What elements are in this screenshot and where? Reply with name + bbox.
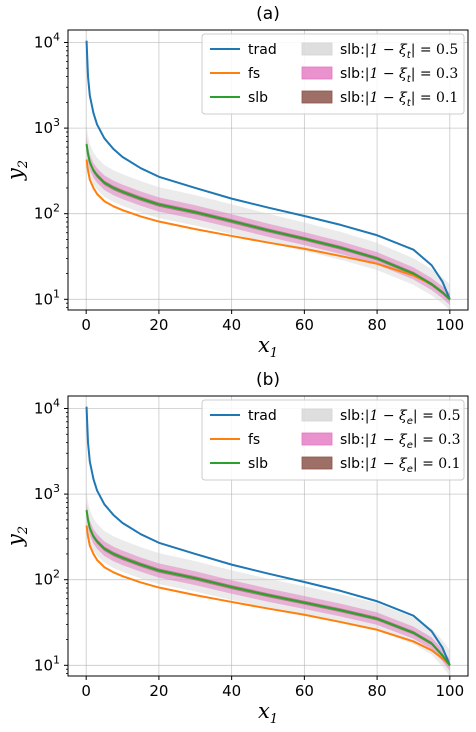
x-tick-label: 100 — [435, 316, 464, 334]
legend-label-slb: slb — [248, 456, 268, 472]
chart-a: (a) 0 20 40 60 80 100 101 102 103 104 x1 y2 trad fs slb… — [3, 4, 469, 361]
y-tick-label: 101 — [34, 653, 60, 674]
band-0 — [86, 126, 450, 311]
x-tick-label: 60 — [295, 316, 314, 334]
x-tick-label: 20 — [149, 682, 168, 700]
y-tick-label: 102 — [34, 568, 60, 589]
legend-band-label-0: slb:|1 − ξt| = 0.5 — [340, 42, 458, 61]
y-tick-label: 103 — [34, 116, 60, 137]
legend-band-swatch-0 — [301, 408, 333, 422]
y-axis-label: y2 — [3, 526, 31, 547]
legend-band-swatch-1 — [301, 66, 333, 80]
legend-band-label-1: slb:|1 − ξe| = 0.3 — [340, 432, 461, 451]
x-tick-label: 60 — [295, 682, 314, 700]
legend-band-swatch-1 — [301, 432, 333, 446]
y-tick-label: 104 — [34, 31, 60, 52]
legend-band-swatch-2 — [301, 456, 333, 470]
legend-box — [201, 33, 465, 115]
y-axis-label: y2 — [3, 160, 31, 181]
x-tick-label: 80 — [368, 682, 387, 700]
series-line-fs — [85, 525, 451, 667]
legend-band-label-2: slb:|1 − ξe| = 0.1 — [340, 456, 461, 475]
legend-band-label-2: slb:|1 − ξt| = 0.1 — [340, 90, 458, 109]
series-line-slb — [85, 143, 451, 301]
x-tick-label: 40 — [222, 682, 241, 700]
legend: trad fs slb slb:|1 − ξe| = 0.5 slb:|1 − ξe| … — [201, 399, 465, 481]
x-axis-label: x1 — [258, 699, 278, 727]
axes-frame — [67, 29, 469, 311]
chart-b: (b) 0 20 40 60 80 100 101 102 103 104 x1 y2 trad fs slb… — [3, 370, 469, 727]
x-tick-label: 0 — [81, 316, 91, 334]
series-line-trad — [85, 40, 451, 300]
y-tick-label: 104 — [34, 397, 60, 418]
band-0 — [86, 492, 450, 677]
series-line-fs — [85, 159, 451, 301]
legend-label-fs: fs — [248, 66, 260, 82]
x-tick-label: 100 — [435, 682, 464, 700]
x-axis-label: x1 — [258, 333, 278, 361]
y-tick-label: 103 — [34, 482, 60, 503]
legend: trad fs slb slb:|1 − ξt| = 0.5 slb:|1 − ξt| … — [201, 33, 465, 115]
chart-title: (b) — [256, 370, 280, 390]
y-tick-label: 102 — [34, 202, 60, 223]
legend-band-swatch-0 — [301, 42, 333, 56]
x-tick-label: 40 — [222, 316, 241, 334]
x-tick-label: 0 — [81, 682, 91, 700]
axes-frame — [67, 395, 469, 677]
series-line-slb — [85, 509, 451, 666]
chart-title: (a) — [256, 4, 280, 24]
legend-label-trad: trad — [248, 42, 277, 58]
series-line-trad — [85, 406, 451, 666]
legend-band-swatch-2 — [301, 90, 333, 104]
x-tick-label: 20 — [149, 316, 168, 334]
legend-label-slb: slb — [248, 90, 268, 106]
x-tick-label: 80 — [368, 316, 387, 334]
legend-band-label-0: slb:|1 − ξe| = 0.5 — [340, 408, 461, 427]
y-tick-label: 101 — [34, 287, 60, 308]
legend-band-label-1: slb:|1 − ξt| = 0.3 — [340, 66, 458, 85]
legend-box — [201, 399, 465, 481]
legend-label-trad: trad — [248, 408, 277, 424]
legend-label-fs: fs — [248, 432, 260, 448]
